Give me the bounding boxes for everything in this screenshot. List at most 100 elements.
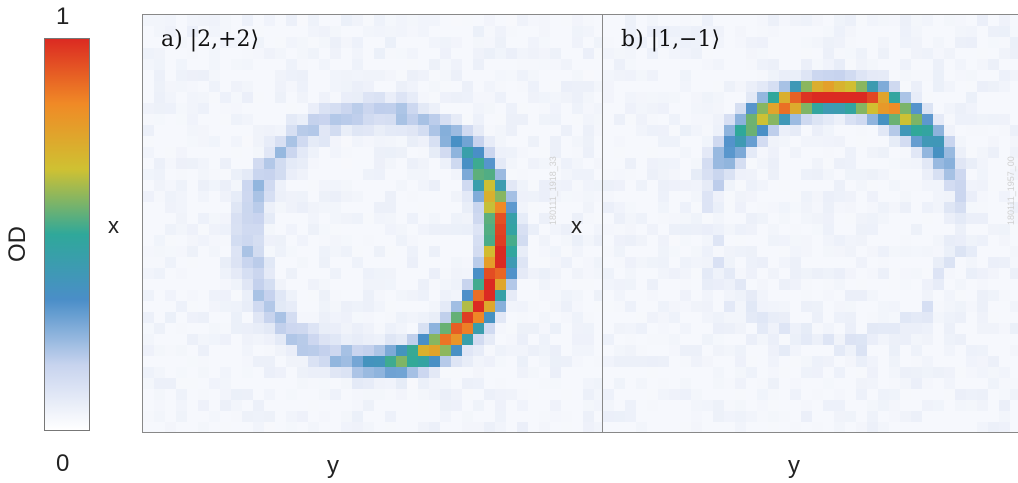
heatmap-cell [198,136,209,147]
heatmap-cell [812,125,823,136]
heatmap-cell [878,213,889,224]
heatmap-cell [680,345,691,356]
heatmap-cell [966,389,977,400]
heatmap-cell [143,367,154,378]
heatmap-cell [297,158,308,169]
heatmap-cell [418,15,429,26]
heatmap-cell [539,147,550,158]
heatmap-cell [352,114,363,125]
heatmap-cell [1010,224,1018,235]
heatmap-cell [242,136,253,147]
heatmap-cell [429,389,440,400]
heatmap-cell [165,224,176,235]
heatmap-cell [407,235,418,246]
heatmap-cell [385,367,396,378]
heatmap-cell [768,268,779,279]
heatmap-cell [385,136,396,147]
heatmap-cell [768,378,779,389]
heatmap-cell [473,257,484,268]
heatmap-cell [856,422,867,432]
heatmap-cell [528,70,539,81]
heatmap-cell [407,389,418,400]
heatmap-cell [528,191,539,202]
heatmap-cell [484,37,495,48]
heatmap-cell [429,59,440,70]
heatmap-cell [396,290,407,301]
heatmap-cell [539,213,550,224]
heatmap-cell [341,367,352,378]
heatmap-cell [988,257,999,268]
heatmap-cell [286,81,297,92]
heatmap-cell [999,180,1010,191]
heatmap-cell [713,26,724,37]
heatmap-cell [231,81,242,92]
heatmap-cell [572,180,583,191]
heatmap-cell [550,411,561,422]
heatmap-cell [614,147,625,158]
heatmap-cell [462,15,473,26]
heatmap-cell [746,301,757,312]
heatmap-cell [746,246,757,257]
heatmap-cell [856,125,867,136]
heatmap-cell [165,235,176,246]
heatmap-cell [834,191,845,202]
heatmap-cell [473,312,484,323]
heatmap-cell [143,257,154,268]
heatmap-cell [330,312,341,323]
heatmap-cell [363,15,374,26]
heatmap-cell [319,224,330,235]
heatmap-cell [713,235,724,246]
heatmap-cell [900,378,911,389]
heatmap-cell [363,279,374,290]
heatmap-cell [845,191,856,202]
heatmap-cell [253,224,264,235]
heatmap-cell [746,92,757,103]
heatmap-cell [176,246,187,257]
heatmap-cell [790,147,801,158]
heatmap-cell [539,37,550,48]
heatmap-cell [473,422,484,432]
heatmap-cell [550,279,561,290]
heatmap-cell [955,367,966,378]
heatmap-cell [944,213,955,224]
heatmap-cell [231,400,242,411]
heatmap-cell [647,389,658,400]
heatmap-cell [603,48,614,59]
heatmap-cell [363,103,374,114]
heatmap-cell [583,389,594,400]
heatmap-cell [856,389,867,400]
heatmap-cell [889,180,900,191]
heatmap-cell [440,389,451,400]
heatmap-cell [319,323,330,334]
heatmap-cell [702,400,713,411]
heatmap-cell [944,257,955,268]
heatmap-cell [900,81,911,92]
heatmap-cell [735,26,746,37]
heatmap-cell [746,312,757,323]
heatmap-cell [495,246,506,257]
heatmap-cell [572,26,583,37]
heatmap-cell [603,334,614,345]
heatmap-cell [418,279,429,290]
heatmap-cell [856,356,867,367]
heatmap-cell [713,81,724,92]
heatmap-cell [264,169,275,180]
heatmap-cell [823,224,834,235]
heatmap-cell [330,103,341,114]
heatmap-cell [779,202,790,213]
heatmap-cell [297,114,308,125]
heatmap-cell [363,400,374,411]
heatmap-cell [330,125,341,136]
heatmap-cell [495,279,506,290]
heatmap-cell [801,169,812,180]
heatmap-cell [550,257,561,268]
heatmap-cell [911,367,922,378]
heatmap-cell [495,356,506,367]
heatmap-cell [845,59,856,70]
heatmap-cell [451,334,462,345]
heatmap-cell [484,48,495,59]
heatmap-cell [966,202,977,213]
heatmap-cell [550,191,561,202]
heatmap-cell [330,224,341,235]
heatmap-cell [440,378,451,389]
